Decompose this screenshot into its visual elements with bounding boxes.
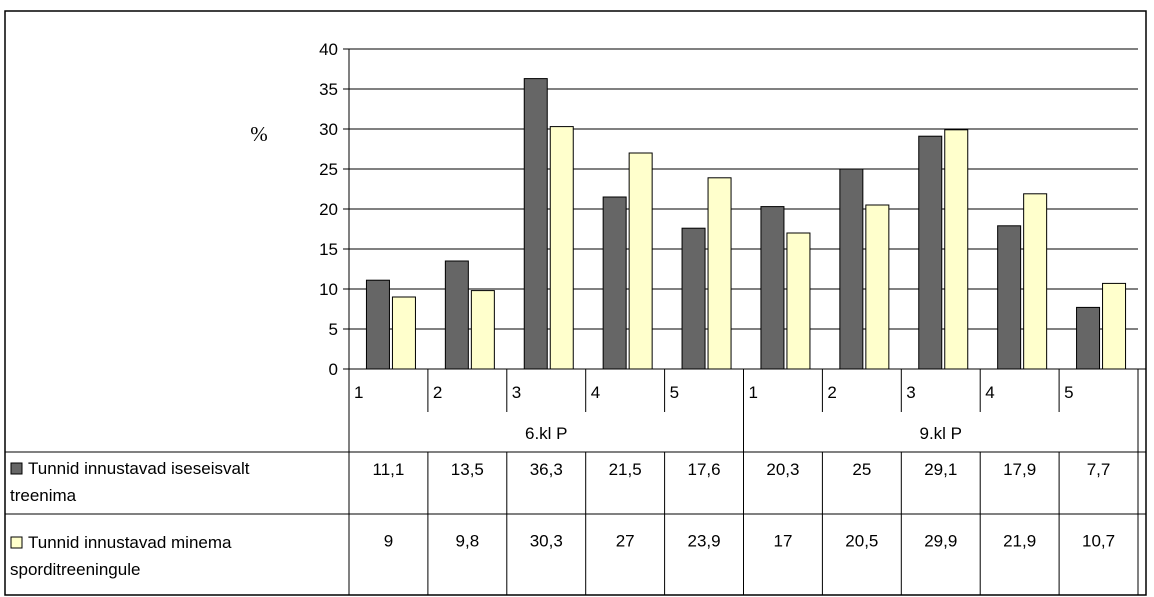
chart-border [4,10,1147,596]
data-label: 25 [852,460,871,479]
group-label: 9.kl P [919,424,962,443]
bar-series-1 [918,135,943,370]
data-label: 23,9 [688,532,721,551]
gridlines [349,48,1138,330]
data-label: 36,3 [530,460,563,479]
data-table: 6.kl P 9.kl P 1 2 3 4 5 1 2 3 4 5 Tunnid innustavad … [5,368,1146,595]
bar-series-1 [681,227,706,370]
y-tick-label: 20 [319,200,338,219]
axes: 0 5 10 15 20 25 30 35 40 [319,40,350,379]
data-label: 27 [616,532,635,551]
bar-series-2 [391,296,416,370]
data-label: 20,3 [766,460,799,479]
bar-series-2 [865,204,890,370]
y-tick-label: 15 [319,240,338,259]
bar-series-2 [786,232,811,370]
bar-series-2 [1023,193,1048,370]
data-label: 11,1 [373,460,405,479]
data-label: 21,5 [609,460,642,479]
category-label: 3 [906,383,915,402]
category-label: 4 [591,383,600,402]
bar-series-2 [549,126,574,370]
y-tick-label: 10 [319,280,338,299]
bar-series-1 [997,225,1022,370]
bar-series-2 [944,129,969,370]
data-label: 17,6 [688,460,721,479]
data-label: 20,5 [845,532,878,551]
data-label: 9 [384,532,393,551]
legend-label-line: Tunnid innustavad iseseisvalt [28,459,250,478]
category-label: 2 [433,383,442,402]
data-label: 10,7 [1082,532,1115,551]
bar-series-1 [365,279,390,370]
bar-series-1 [444,260,469,370]
y-tick-label: 5 [329,320,338,339]
category-label: 5 [1064,383,1073,402]
category-label: 5 [670,383,679,402]
group-label: 6.kl P [525,424,568,443]
bar-series-1 [523,78,548,370]
category-label: 1 [354,383,363,402]
y-tick-label: 25 [319,160,338,179]
data-label: 29,1 [924,460,957,479]
y-tick-label: 0 [329,360,338,379]
legend-swatch-1 [10,462,23,475]
bar-series-2 [470,290,495,370]
category-label: 2 [827,383,836,402]
bar-series-1 [839,168,864,370]
legend-label-line: sporditreeningule [10,560,140,579]
bar-series-1 [602,196,627,370]
category-label: 4 [985,383,994,402]
legend-label-line: Tunnid innustavad minema [28,533,232,552]
category-label: 1 [749,383,758,402]
bar-series-2 [628,152,653,370]
bar-series-2 [707,177,732,370]
legend-label-line: treenima [10,486,77,505]
category-label: 3 [512,383,521,402]
y-axis-label: % [250,122,268,146]
data-label: 17 [773,532,792,551]
y-tick-label: 30 [319,120,338,139]
data-label: 7,7 [1087,460,1111,479]
data-label: 9,8 [456,532,480,551]
y-tick-label: 40 [319,40,338,59]
data-label: 30,3 [530,532,563,551]
y-tick-label: 35 [319,80,338,99]
legend-swatch-2 [10,536,23,549]
bar-series-1 [1076,306,1101,370]
data-label: 13,5 [451,460,484,479]
bar-series-2 [1102,282,1127,370]
data-label: 29,9 [924,532,957,551]
data-label: 21,9 [1003,532,1036,551]
data-label: 17,9 [1003,460,1036,479]
bar-series-1 [760,206,785,370]
